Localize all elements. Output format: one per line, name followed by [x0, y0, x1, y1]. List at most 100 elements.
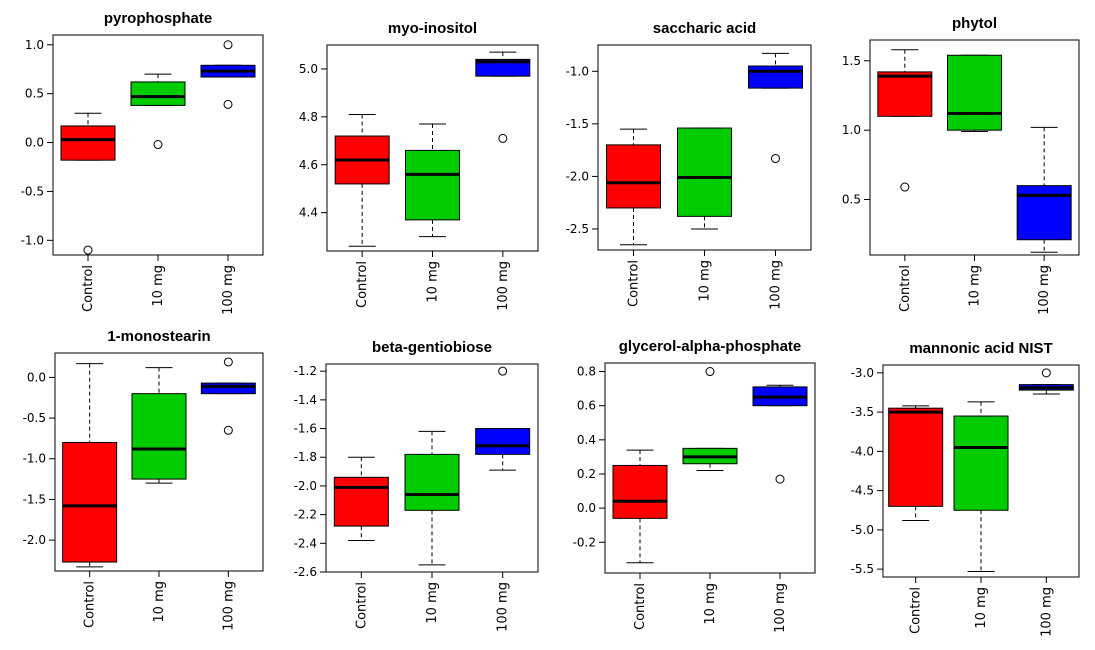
y-tick-label: 0.5	[842, 193, 861, 207]
x-tick-label: Control	[355, 261, 370, 308]
panel-title: saccharic acid	[653, 20, 756, 37]
y-tick-label: 5.0	[299, 62, 318, 76]
y-tick-label: -2.0	[566, 169, 589, 183]
box-control	[888, 405, 944, 521]
y-tick-label: -1.2	[294, 364, 317, 378]
box-100-mg	[748, 52, 803, 164]
box-body	[405, 149, 460, 221]
box-control	[62, 363, 118, 568]
panel-title: mannonic acid NIST	[909, 340, 1052, 357]
panel-myo-inositol: myo-inositol 4.4 4.6 4.8 5.0 Control 10 mg 100 …	[299, 20, 539, 311]
y-tick-label: -1.0	[21, 233, 44, 247]
panel-beta-gentiobiose: beta-gentiobiose -2.6 -2.4 -2.2 -2.0 -1.8 -1.6…	[294, 339, 539, 632]
box-body	[606, 144, 661, 209]
x-tick-label: 10 mg	[968, 265, 983, 307]
y-tick-label: 0.0	[25, 136, 44, 150]
outlier-point	[153, 140, 163, 150]
y-tick-label: -3.5	[851, 405, 874, 419]
panel-1-monostearin: 1-monostearin -2.0 -1.5 -1.0 -0.5 0.0 Control 1…	[23, 328, 264, 631]
panel-saccharic-acid: saccharic acid -2.5 -2.0 -1.5 -1.0 Control 10 …	[566, 20, 812, 310]
y-tick-label: 4.4	[299, 206, 318, 220]
box-body	[888, 407, 944, 507]
x-tick-label: 100 mg	[496, 261, 511, 311]
outlier-point	[705, 367, 715, 377]
box-body	[1016, 185, 1072, 241]
x-tick-label: Control	[81, 265, 96, 312]
outlier-point	[900, 182, 910, 192]
box-control	[333, 456, 389, 541]
outlier-point	[83, 245, 93, 255]
outlier-point	[498, 133, 508, 143]
box-10-mg	[682, 367, 738, 472]
y-tick-label: -2.4	[294, 536, 317, 550]
box-control	[60, 112, 116, 255]
y-tick-label: -1.5	[566, 117, 589, 131]
y-tick-label: 0.8	[577, 365, 596, 379]
box-100-mg	[752, 384, 808, 484]
x-tick-label: 100 mg	[773, 583, 788, 633]
x-tick-label: 10 mg	[152, 581, 167, 623]
box-100-mg	[1016, 126, 1072, 253]
panel-glycerol-alpha-phosphate: glycerol-alpha-phosphate -0.2 0.0 0.2 0.4 0.6…	[573, 338, 816, 633]
box-body	[475, 428, 531, 455]
x-tick-label: 10 mg	[425, 582, 440, 624]
box-100-mg	[475, 51, 531, 143]
box-control	[334, 113, 390, 247]
box-body	[404, 453, 460, 511]
panel-title: myo-inositol	[388, 20, 477, 37]
y-tick-label: -2.0	[294, 479, 317, 493]
y-tick-label: -1.8	[294, 450, 317, 464]
panel-pyrophosphate: pyrophosphate -1.0 -0.5 0.0 0.5 1.0 Control 10 …	[21, 10, 264, 315]
box-body	[877, 71, 933, 117]
panel-title: pyrophosphate	[104, 10, 212, 27]
x-tick-label: 10 mg	[426, 261, 441, 303]
box-10-mg	[947, 54, 1002, 133]
box-10-mg	[131, 367, 187, 484]
x-tick-label: 100 mg	[496, 582, 511, 632]
outlier-point	[771, 154, 780, 164]
x-tick-label: Control	[627, 260, 642, 307]
y-tick-label: -2.6	[294, 565, 317, 579]
box-body	[947, 54, 1002, 131]
y-tick-label: 1.0	[25, 38, 44, 52]
box-body	[612, 464, 668, 519]
box-control	[612, 449, 668, 564]
y-tick-label: -1.4	[294, 393, 317, 407]
y-tick-label: -4.5	[851, 484, 874, 498]
y-tick-label: -3.0	[851, 366, 874, 380]
panel-phytol: phytol 0.5 1.0 1.5 Control 10 mg 100 mg	[842, 15, 1080, 315]
box-body	[200, 382, 256, 395]
box-body	[475, 58, 531, 77]
y-tick-label: -2.2	[294, 508, 317, 522]
box-100-mg	[1018, 368, 1074, 395]
box-body	[130, 81, 186, 106]
y-tick-label: 0.0	[27, 370, 46, 384]
x-tick-label: Control	[898, 265, 913, 312]
box-body	[60, 125, 116, 161]
x-tick-label: 10 mg	[703, 583, 718, 625]
panel-title: 1-monostearin	[107, 328, 210, 345]
box-body	[131, 393, 187, 480]
y-tick-label: 1.0	[842, 123, 861, 137]
box-body	[333, 476, 389, 527]
y-tick-label: 0.6	[577, 399, 596, 413]
box-control	[877, 49, 933, 192]
outlier-point	[223, 425, 233, 435]
y-tick-label: 4.8	[299, 110, 318, 124]
box-10-mg	[405, 123, 460, 238]
y-tick-label: -0.5	[23, 411, 46, 425]
outlier-point	[223, 99, 233, 109]
box-10-mg	[130, 73, 186, 150]
x-tick-label: 100 mg	[769, 260, 784, 310]
x-tick-label: Control	[909, 587, 924, 634]
y-tick-label: 0.4	[577, 433, 596, 447]
y-tick-label: 0.5	[25, 87, 44, 101]
y-tick-label: -0.5	[21, 184, 44, 198]
y-tick-label: 1.5	[842, 54, 861, 68]
y-tick-label: -4.0	[851, 444, 874, 458]
x-tick-label: 100 mg	[1039, 587, 1054, 637]
y-tick-label: -1.0	[23, 452, 46, 466]
box-body	[677, 127, 732, 217]
x-tick-label: 100 mg	[1037, 265, 1052, 315]
y-tick-label: -2.0	[23, 533, 46, 547]
